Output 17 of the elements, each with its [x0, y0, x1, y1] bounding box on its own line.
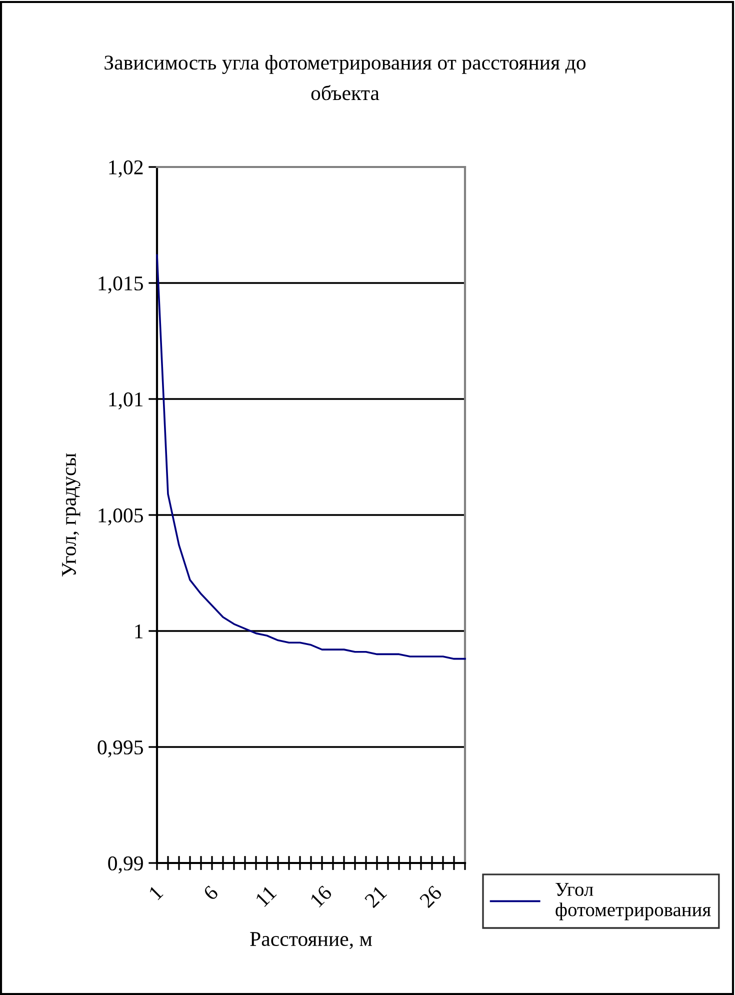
chart-title: Зависимость угла фотометрирования от расстояния до объекта	[104, 55, 586, 100]
y-tick-label: 1,02	[109, 160, 143, 178]
x-tick-label: 1	[148, 885, 164, 900]
x-tick-label: 6	[202, 884, 219, 901]
y-tick-label: 1,005	[98, 508, 143, 526]
y-tick-label: 0,99	[108, 856, 143, 874]
y-tick-label: 1,01	[109, 392, 143, 410]
x-tick-label: 16	[310, 884, 333, 908]
legend-label: Угол фотометрирования	[556, 883, 711, 920]
y-tick-label: 1,015	[98, 276, 143, 294]
y-axis-title: Угол, градусы	[62, 453, 80, 577]
y-tick-label: 0,995	[98, 740, 143, 758]
x-axis-title: Расстояние, м	[250, 932, 372, 950]
y-tick-label: 1	[135, 624, 143, 638]
x-tick-label: 26	[419, 884, 443, 908]
x-tick-label: 11	[255, 885, 277, 907]
x-tick-label: 21	[364, 885, 388, 908]
